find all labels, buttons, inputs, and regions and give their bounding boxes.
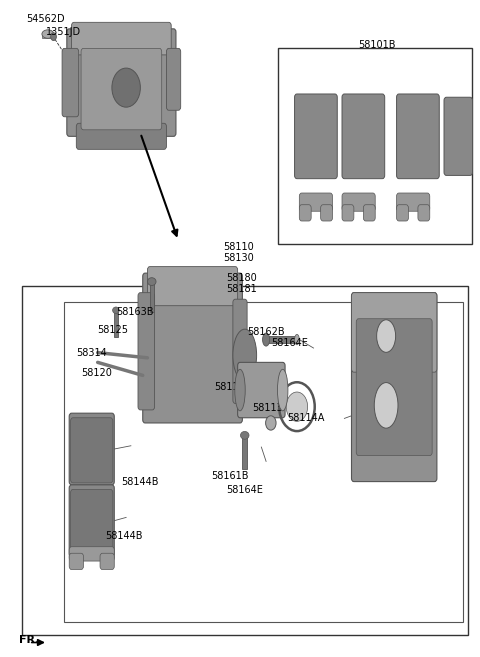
- Text: 58112: 58112: [214, 382, 245, 392]
- Text: 58110: 58110: [223, 242, 254, 252]
- Ellipse shape: [377, 320, 396, 352]
- Text: 58114A: 58114A: [288, 413, 325, 423]
- Text: 58144B: 58144B: [121, 476, 159, 487]
- FancyBboxPatch shape: [143, 273, 242, 423]
- Text: 58163B: 58163B: [117, 307, 154, 317]
- FancyBboxPatch shape: [295, 94, 337, 179]
- FancyBboxPatch shape: [233, 299, 247, 403]
- Bar: [22, 286, 468, 635]
- Ellipse shape: [42, 30, 54, 38]
- FancyBboxPatch shape: [67, 29, 176, 136]
- FancyBboxPatch shape: [342, 193, 375, 212]
- Text: 58144B: 58144B: [105, 531, 142, 541]
- FancyBboxPatch shape: [363, 205, 375, 221]
- Text: 58314: 58314: [76, 348, 107, 358]
- Text: 54562D: 54562D: [26, 14, 65, 24]
- FancyBboxPatch shape: [72, 22, 171, 55]
- FancyBboxPatch shape: [69, 547, 114, 561]
- FancyBboxPatch shape: [396, 193, 430, 212]
- Text: 58113: 58113: [252, 403, 283, 413]
- FancyBboxPatch shape: [300, 205, 311, 221]
- Ellipse shape: [113, 307, 119, 313]
- FancyBboxPatch shape: [167, 49, 180, 110]
- FancyBboxPatch shape: [71, 489, 113, 555]
- Ellipse shape: [286, 392, 308, 421]
- Bar: [278, 49, 472, 244]
- Ellipse shape: [147, 278, 156, 286]
- Ellipse shape: [51, 33, 56, 41]
- Ellipse shape: [235, 369, 245, 411]
- FancyBboxPatch shape: [69, 553, 84, 570]
- Ellipse shape: [277, 369, 288, 411]
- Bar: [150, 283, 154, 312]
- FancyBboxPatch shape: [396, 205, 408, 221]
- Ellipse shape: [233, 329, 257, 381]
- FancyBboxPatch shape: [69, 485, 114, 556]
- Bar: [64, 302, 463, 622]
- FancyBboxPatch shape: [342, 94, 384, 179]
- Text: 58164E: 58164E: [226, 485, 263, 495]
- FancyBboxPatch shape: [351, 292, 437, 372]
- Text: 58130: 58130: [223, 253, 254, 263]
- Text: 58161B: 58161B: [212, 471, 249, 482]
- FancyBboxPatch shape: [342, 205, 354, 221]
- Ellipse shape: [374, 382, 398, 428]
- FancyBboxPatch shape: [396, 94, 439, 179]
- Bar: [42, 34, 54, 38]
- FancyBboxPatch shape: [81, 49, 162, 130]
- Ellipse shape: [265, 416, 276, 430]
- FancyBboxPatch shape: [321, 205, 333, 221]
- Ellipse shape: [112, 68, 140, 107]
- FancyBboxPatch shape: [100, 553, 114, 570]
- Text: FR.: FR.: [19, 635, 40, 645]
- FancyBboxPatch shape: [71, 418, 113, 483]
- FancyBboxPatch shape: [444, 97, 472, 175]
- FancyBboxPatch shape: [147, 267, 238, 306]
- Bar: [114, 312, 118, 337]
- Text: 1351JD: 1351JD: [46, 27, 81, 37]
- Text: 58120: 58120: [81, 368, 112, 378]
- Text: 58125: 58125: [97, 325, 129, 336]
- FancyBboxPatch shape: [418, 205, 430, 221]
- Bar: [266, 336, 297, 343]
- Text: 58181: 58181: [226, 284, 256, 294]
- Bar: [242, 438, 247, 468]
- Text: 58101B: 58101B: [359, 40, 396, 50]
- Text: 58180: 58180: [226, 273, 256, 283]
- FancyBboxPatch shape: [300, 193, 333, 212]
- FancyBboxPatch shape: [62, 49, 79, 117]
- FancyBboxPatch shape: [238, 363, 285, 418]
- Ellipse shape: [295, 334, 300, 345]
- FancyBboxPatch shape: [356, 319, 432, 455]
- FancyBboxPatch shape: [69, 413, 114, 485]
- FancyBboxPatch shape: [76, 124, 167, 149]
- Ellipse shape: [263, 333, 270, 346]
- Text: 58162B: 58162B: [247, 327, 285, 337]
- FancyBboxPatch shape: [138, 292, 155, 410]
- Text: 58164E: 58164E: [271, 338, 308, 348]
- Ellipse shape: [240, 432, 249, 440]
- FancyBboxPatch shape: [351, 292, 437, 482]
